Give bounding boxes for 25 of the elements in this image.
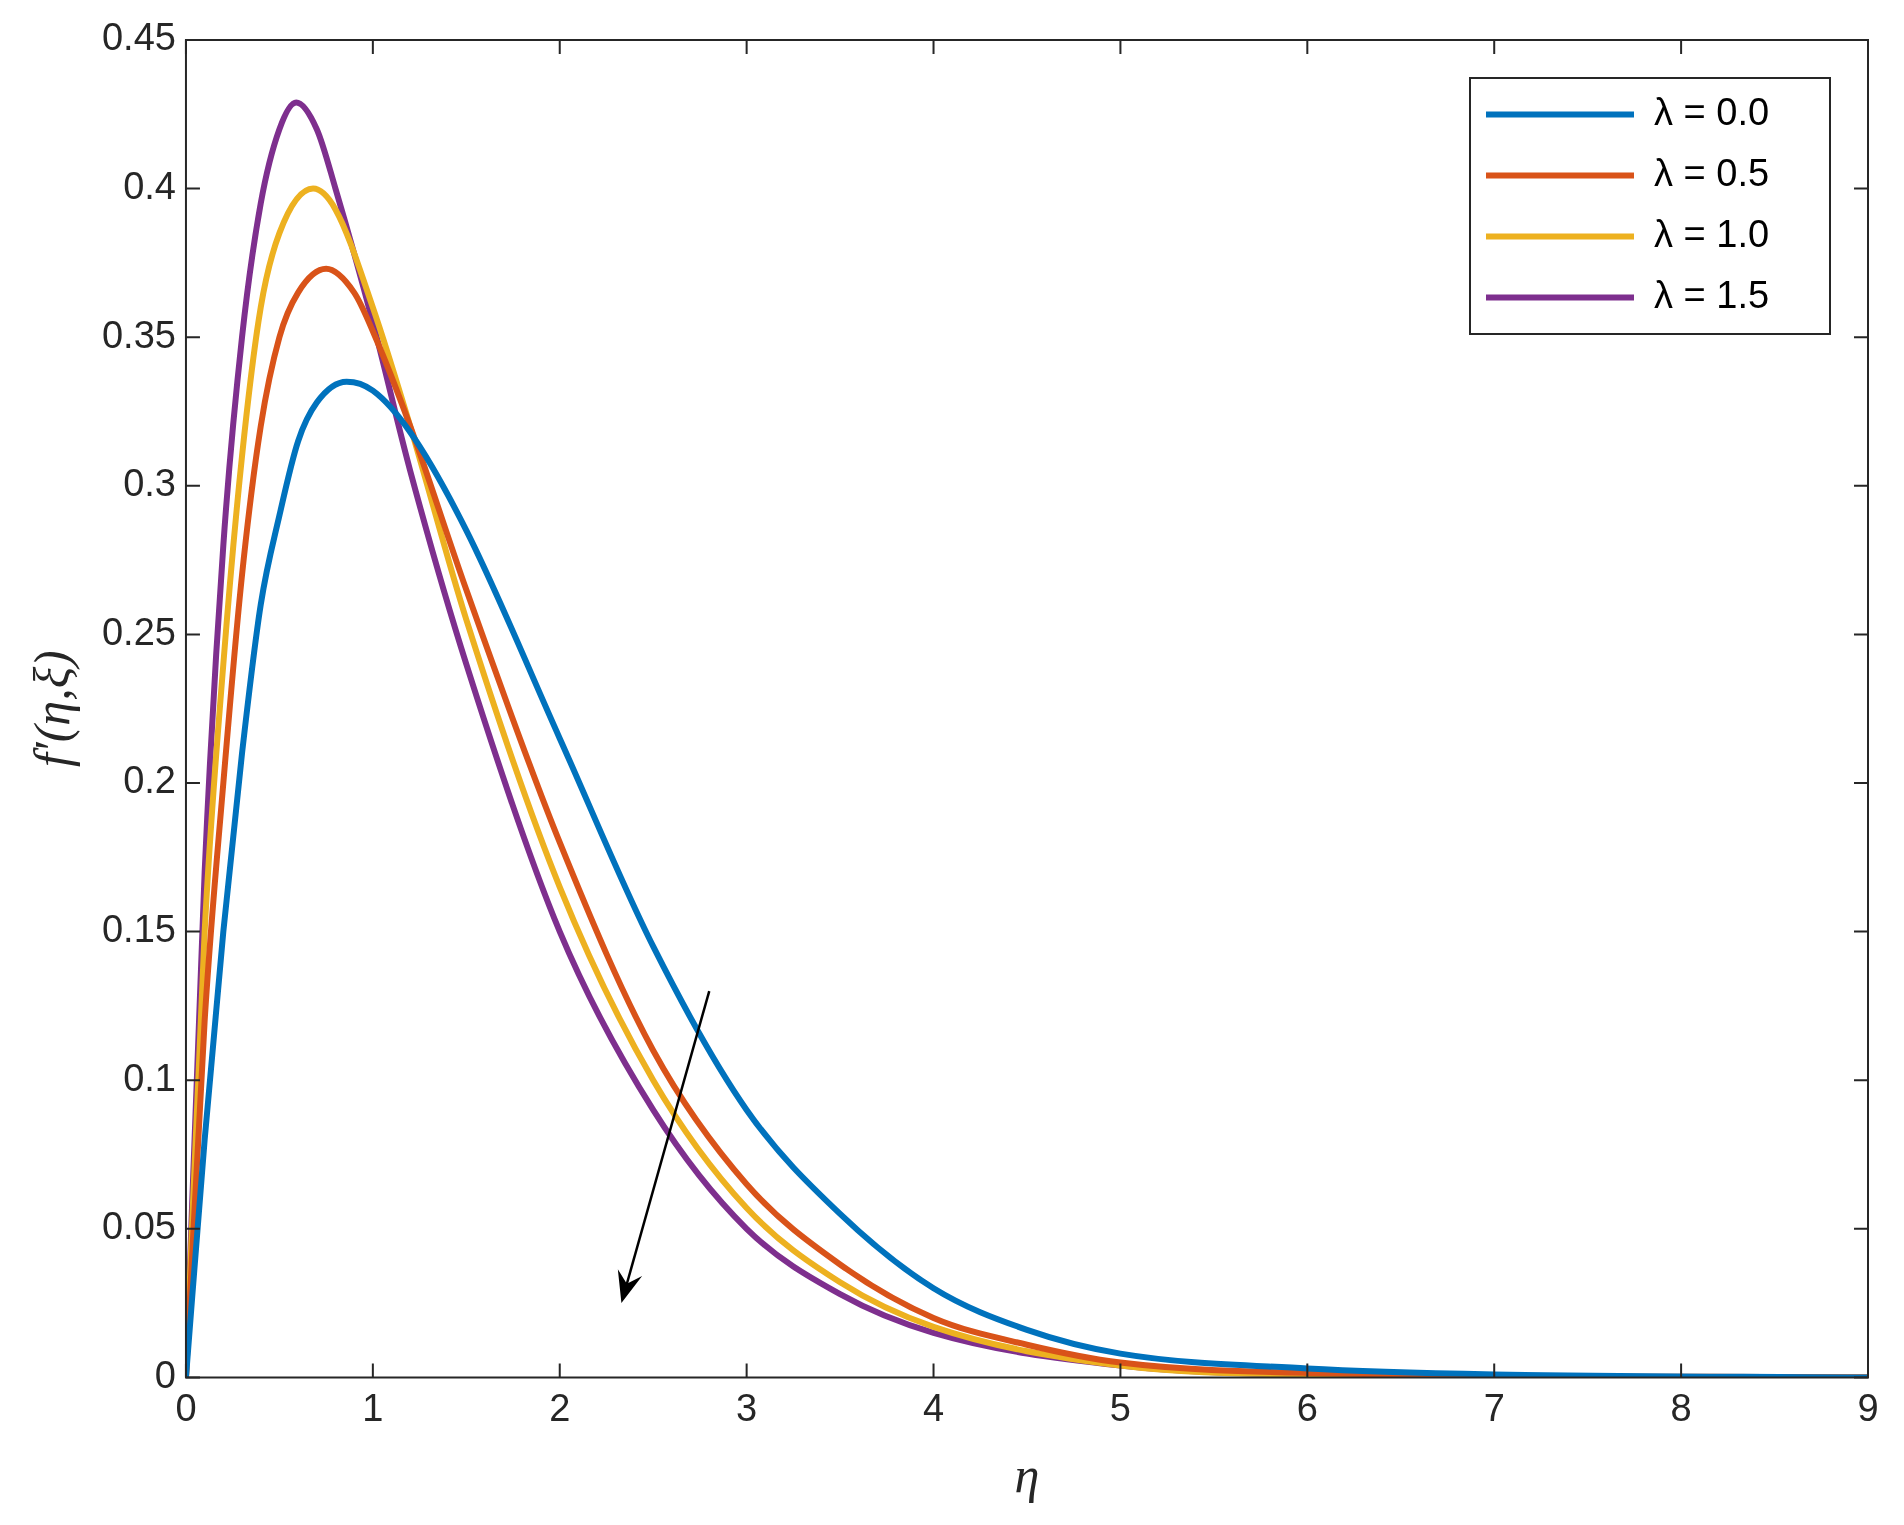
- x-axis-title: η: [1014, 1447, 1040, 1504]
- y-axis-title: f′(η,ξ): [24, 650, 81, 768]
- y-tick-label: 0.3: [123, 462, 176, 505]
- y-tick-label: 0.2: [123, 759, 176, 802]
- legend-label: λ = 0.0: [1654, 90, 1770, 133]
- x-tick-label: 2: [549, 1386, 571, 1429]
- x-tick-label: 4: [922, 1386, 945, 1429]
- y-tick-label: 0.15: [101, 908, 176, 951]
- legend-label: λ = 0.5: [1654, 151, 1770, 194]
- y-tick-label: 0.45: [101, 16, 176, 59]
- legend-label: λ = 1.5: [1654, 273, 1770, 316]
- y-tick-label: 0: [154, 1353, 176, 1396]
- x-tick-label: 5: [1109, 1386, 1131, 1429]
- y-tick-label: 0.1: [123, 1056, 176, 1099]
- x-tick-label: 7: [1483, 1386, 1505, 1429]
- y-tick-label: 0.4: [123, 165, 176, 208]
- x-tick-label: 3: [736, 1386, 758, 1429]
- x-tick-label: 9: [1857, 1386, 1879, 1429]
- y-tick-label: 0.25: [101, 610, 176, 653]
- x-tick-label: 8: [1670, 1386, 1692, 1429]
- legend-label: λ = 1.0: [1654, 212, 1770, 255]
- x-tick-label: 1: [362, 1386, 384, 1429]
- x-tick-label: 6: [1296, 1386, 1318, 1429]
- y-tick-label: 0.35: [101, 313, 176, 356]
- y-tick-label: 0.05: [101, 1205, 176, 1248]
